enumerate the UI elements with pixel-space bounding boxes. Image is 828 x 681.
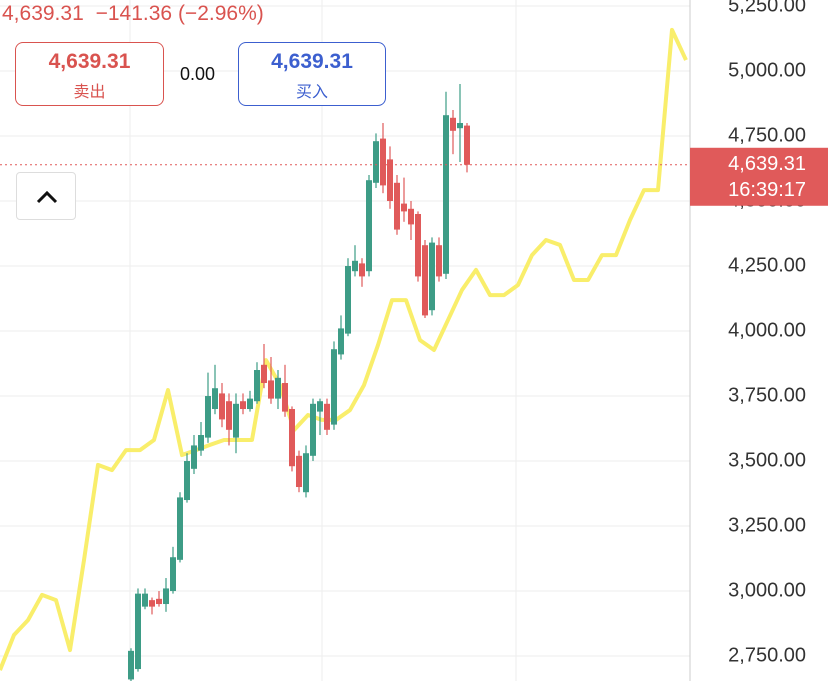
candle-body	[387, 159, 393, 201]
y-tick-label: 3,000.00	[728, 579, 806, 601]
candle-body	[401, 203, 407, 212]
candle-body	[422, 245, 428, 316]
y-tick-label: 5,000.00	[728, 59, 806, 81]
buy-button[interactable]: 4,639.31 买入	[238, 42, 386, 106]
sell-price: 4,639.31	[48, 50, 131, 73]
candle-body	[247, 398, 253, 410]
collapse-button[interactable]	[16, 172, 76, 220]
candle-body	[205, 396, 211, 438]
price-tag-time: 16:39:17	[728, 179, 806, 201]
candle-body	[240, 401, 246, 410]
y-tick-label: 5,250.00	[728, 0, 806, 16]
candle-body	[177, 497, 183, 560]
y-tick-label: 4,750.00	[728, 124, 806, 146]
price: 4,639.31	[2, 2, 84, 25]
candle-body	[359, 263, 365, 277]
candle-body	[156, 598, 162, 605]
candle-body	[191, 445, 197, 469]
candle-body	[268, 380, 274, 399]
buy-price: 4,639.31	[271, 50, 353, 73]
y-tick-label: 3,500.00	[728, 449, 806, 471]
price-tag-value: 4,639.31	[728, 153, 806, 175]
candle-body	[135, 593, 141, 670]
candle-body	[352, 260, 358, 272]
candle-body	[261, 364, 267, 384]
candle-body	[408, 208, 414, 225]
chevron-icon	[36, 190, 58, 204]
sell-label: 卖出	[73, 84, 106, 101]
y-tick-label: 3,250.00	[728, 514, 806, 536]
change: −141.36	[95, 2, 173, 25]
candle-body	[219, 393, 225, 420]
candle-body	[226, 401, 232, 430]
candle-body	[373, 141, 379, 183]
change-pct: (−2.96%)	[177, 2, 264, 25]
candle-body	[149, 600, 155, 607]
candle-body	[310, 403, 316, 456]
candle-body	[184, 461, 190, 501]
buy-label: 买入	[295, 84, 328, 101]
spread: 0.00	[180, 64, 216, 84]
candle-body	[282, 383, 288, 412]
candle-body	[331, 349, 337, 425]
candle-body	[303, 453, 309, 493]
candle-body	[275, 377, 281, 399]
candle-body	[233, 403, 239, 438]
header: 4,639.31 −141.36 (−2.96%)	[2, 2, 264, 26]
y-tick-label: 4,250.00	[728, 254, 806, 276]
candle-body	[366, 180, 372, 272]
candle-body	[443, 115, 449, 274]
candle-body	[415, 213, 421, 277]
candle-body	[394, 182, 400, 230]
candle-body	[338, 328, 344, 355]
sell-button[interactable]: 4,639.31 卖出	[15, 42, 164, 106]
candle-body	[457, 122, 463, 129]
candle-body	[429, 242, 435, 311]
candle-body	[198, 435, 204, 451]
candle-body	[345, 266, 351, 334]
candle-body	[128, 650, 134, 680]
y-tick-label: 4,000.00	[728, 319, 806, 341]
candle-body	[380, 138, 386, 186]
line-series	[0, 27, 688, 671]
price-tag	[690, 147, 828, 206]
candle-body	[254, 370, 260, 402]
candle-body	[436, 245, 442, 277]
candle-body	[324, 403, 330, 430]
candle-body	[289, 409, 295, 467]
y-tick-label: 3,750.00	[728, 384, 806, 406]
candle-body	[163, 588, 169, 605]
candle-body	[170, 557, 176, 592]
candle-body	[296, 455, 302, 488]
candle-body	[450, 117, 456, 131]
y-tick-label: 2,750.00	[728, 644, 806, 666]
candle-body	[317, 401, 323, 412]
candle-body	[142, 593, 148, 607]
candle-body	[464, 125, 470, 165]
candle-body	[212, 388, 218, 410]
